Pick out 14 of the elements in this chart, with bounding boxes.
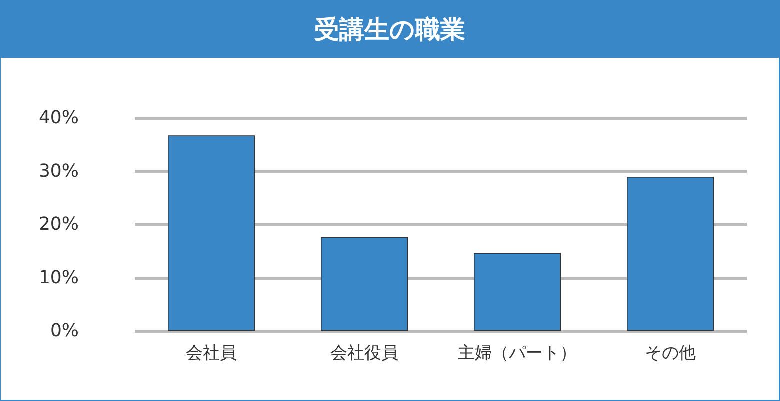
bar [321,237,408,331]
bar [627,177,714,331]
chart-title: 受講生の職業 [0,0,780,58]
bar [474,253,561,331]
y-tick-label: 40% [38,108,79,128]
y-tick-label: 20% [38,214,79,235]
y-tick-label: 30% [38,160,79,182]
x-tick-label: 会社役員 [330,344,398,364]
y-tick-label: 10% [38,267,79,288]
y-tick-label: 0% [50,320,79,342]
x-tick-label: その他 [645,344,696,364]
bar [168,136,255,331]
x-tick-label: 会社員 [186,344,237,364]
x-tick-label: 主婦（パート） [458,344,577,364]
